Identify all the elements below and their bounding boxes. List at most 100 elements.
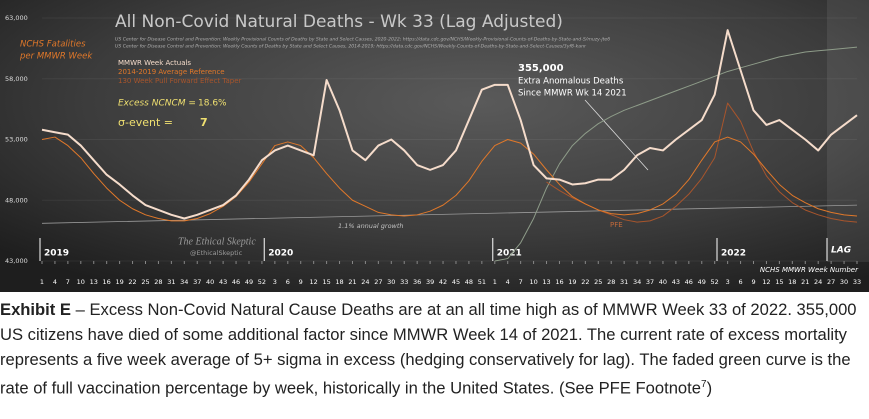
watermark: The Ethical Skeptic (178, 236, 256, 247)
x-tick-label: 15 (775, 278, 783, 286)
x-tick-label: 1 (493, 278, 497, 286)
callout-pointer (584, 99, 649, 171)
caption-text: – Excess Non-Covid Natural Cause Deaths … (0, 300, 857, 398)
x-tick-label: 16 (555, 278, 563, 286)
y-tick-label: 63,000 (5, 14, 28, 22)
chart-title: All Non-Covid Natural Deaths - Wk 33 (La… (115, 12, 563, 32)
x-tick-label: 18 (788, 278, 796, 286)
x-tick-label: 36 (413, 278, 421, 286)
x-tick-label: 42 (439, 278, 447, 286)
x-axis-label: NCHS MMWR Week Number (760, 266, 859, 274)
x-tick-label: 31 (167, 278, 175, 286)
x-tick-label: 43 (219, 278, 227, 286)
y-tick-label: 58,000 (5, 75, 28, 83)
x-tick-label: 45 (452, 278, 460, 286)
x-tick-label: 15 (322, 278, 330, 286)
callout-value: 355,000 (518, 63, 564, 74)
y-axis-label: per MMWR Week (19, 52, 93, 62)
y-tick-label: 48,000 (5, 196, 28, 204)
x-tick-label: 46 (685, 278, 693, 286)
source: US Center for Disease Control and Preven… (115, 37, 610, 43)
series-line (494, 46, 858, 262)
x-tick-label: 33 (853, 278, 861, 286)
x-tick-label: 24 (361, 278, 369, 286)
source: US Center for Disease Control and Preven… (115, 44, 587, 50)
y-tick-label: 43,000 (5, 257, 28, 265)
x-tick-label: 12 (762, 278, 770, 286)
x-tick-label: 21 (801, 278, 809, 286)
x-tick-label: 24 (814, 278, 822, 286)
x-tick-label: 31 (620, 278, 628, 286)
x-tick-label: 40 (659, 278, 667, 286)
year-label: 2020 (268, 249, 293, 259)
trend-line (41, 204, 858, 224)
x-tick-label: 27 (827, 278, 835, 286)
x-tick-label: 22 (128, 278, 136, 286)
x-tick-label: 51 (478, 278, 486, 286)
x-tick-label: 30 (840, 278, 848, 286)
x-tick-label: 3 (726, 278, 730, 286)
x-tick-label: 52 (258, 278, 266, 286)
x-tick-label: 4 (53, 278, 57, 286)
x-tick-label: 49 (698, 278, 706, 286)
footnote-ref: 7 (701, 379, 707, 390)
lag-label: LAG (831, 246, 851, 256)
x-tick-label: 10 (77, 278, 85, 286)
x-tick-label: 1 (40, 278, 44, 286)
x-tick-label: 27 (374, 278, 382, 286)
y-tick-label: 53,000 (5, 136, 28, 144)
excess-value: 18.6% (198, 99, 227, 109)
x-tick-label: 37 (646, 278, 654, 286)
y-axis-label: NCHS Fatalities (20, 40, 86, 50)
legend-entry: 2014-2019 Average Reference (118, 68, 225, 76)
x-tick-label: 19 (115, 278, 123, 286)
x-tick-label: 22 (581, 278, 589, 286)
legend-entry: 130 Week Pull Forward Effect Taper (118, 77, 242, 85)
x-tick-label: 13 (90, 278, 98, 286)
x-tick-label: 4 (506, 278, 510, 286)
callout-text: Extra Anomalous Deaths (518, 77, 624, 87)
x-tick-label: 34 (180, 278, 188, 286)
x-tick-label: 13 (542, 278, 550, 286)
caption: Exhibit E – Excess Non-Covid Natural Cau… (0, 297, 866, 401)
x-tick-label: 6 (286, 278, 290, 286)
legend-entry: MMWR Week Actuals (118, 59, 191, 67)
x-tick-label: 25 (141, 278, 149, 286)
caption-label: Exhibit E (0, 300, 71, 319)
x-tick-label: 40 (206, 278, 214, 286)
sigma-label: σ-event = (118, 116, 173, 129)
x-tick-label: 21 (348, 278, 356, 286)
caption-close: ) (706, 378, 713, 398)
series-line (41, 136, 858, 222)
x-tick-label: 25 (594, 278, 602, 286)
excess-label: Excess NCNCM = (118, 99, 196, 109)
callout-text: Since MMWR Wk 14 2021 (518, 89, 627, 99)
x-tick-label: 12 (310, 278, 318, 286)
x-tick-label: 49 (245, 278, 253, 286)
x-tick-label: 30 (387, 278, 395, 286)
x-tick-label: 28 (154, 278, 162, 286)
x-tick-label: 48 (465, 278, 473, 286)
x-tick-label: 19 (568, 278, 576, 286)
x-tick-label: 16 (103, 278, 111, 286)
x-tick-label: 7 (66, 278, 70, 286)
x-tick-label: 10 (529, 278, 537, 286)
chart: All Non-Covid Natural Deaths - Wk 33 (La… (0, 0, 869, 292)
x-tick-label: 7 (519, 278, 523, 286)
year-label: 2021 (497, 249, 522, 259)
x-tick-label: 43 (672, 278, 680, 286)
x-tick-label: 33 (400, 278, 408, 286)
x-tick-label: 18 (335, 278, 343, 286)
year-label: 2022 (721, 249, 746, 259)
x-tick-label: 6 (739, 278, 743, 286)
lag-band (827, 0, 869, 262)
x-tick-label: 34 (633, 278, 641, 286)
x-tick-label: 28 (607, 278, 615, 286)
x-tick-label: 39 (426, 278, 434, 286)
x-tick-label: 52 (711, 278, 719, 286)
pfe-label: PFE (610, 221, 623, 229)
x-tick-label: 9 (299, 278, 303, 286)
x-tick-label: 9 (751, 278, 755, 286)
series-line (41, 29, 858, 220)
